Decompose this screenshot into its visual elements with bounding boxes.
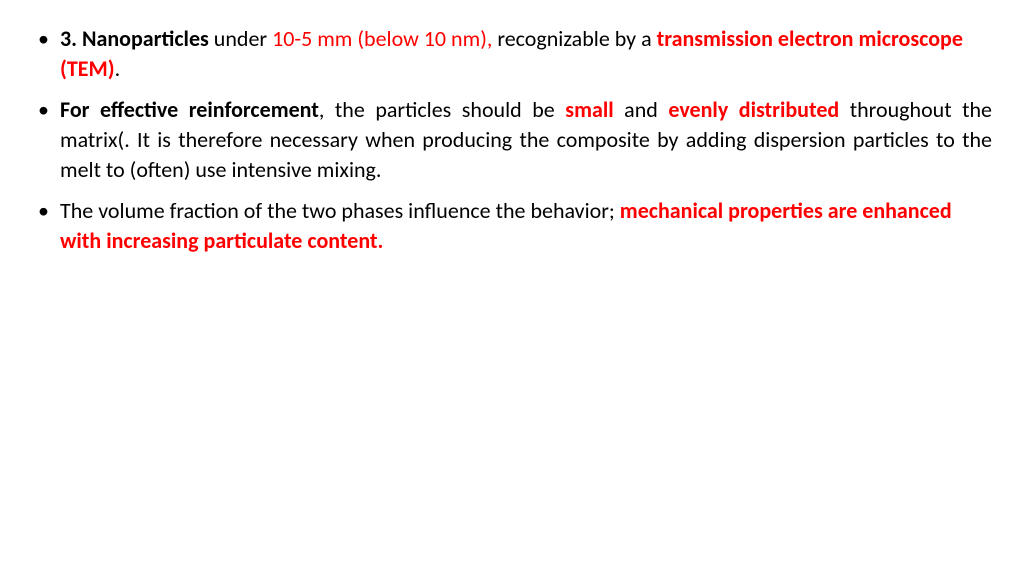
text-run: For effective reinforcement — [60, 96, 319, 123]
bullet-item-2: For effective reinforcement, the particl… — [32, 95, 992, 184]
text-run: recognizable by a — [492, 25, 656, 52]
bullet-item-1: 3. Nanoparticles under 10-5 mm (below 10… — [32, 24, 992, 83]
text-run: . — [115, 55, 121, 82]
text-run: under — [209, 25, 272, 52]
text-run: small — [565, 96, 613, 123]
text-run: 3. Nanoparticles — [60, 25, 209, 52]
bullet-item-3: The volume fraction of the two phases in… — [32, 196, 992, 255]
slide-body: 3. Nanoparticles under 10-5 mm (below 10… — [0, 0, 1024, 292]
text-run: The volume fraction of the two phases in… — [60, 197, 620, 224]
text-run: evenly distributed — [668, 96, 839, 123]
bullet-list: 3. Nanoparticles under 10-5 mm (below 10… — [32, 24, 992, 256]
text-run: 10-5 mm (below 10 nm), — [272, 25, 492, 52]
text-run: and — [614, 96, 669, 123]
text-run: , the particles should be — [319, 96, 565, 123]
